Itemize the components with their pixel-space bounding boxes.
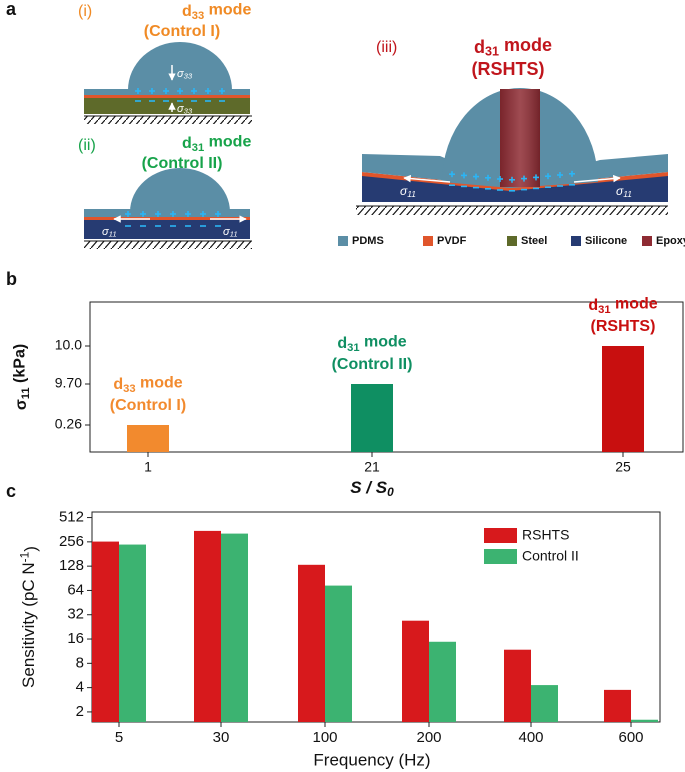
- x-tick-label: 600: [618, 729, 643, 746]
- mode: d31 mode: [474, 35, 552, 59]
- bar: [351, 384, 393, 452]
- hatch: [84, 116, 252, 124]
- stress-label: σ11: [223, 226, 238, 239]
- x-tick-label: 100: [312, 729, 337, 746]
- panel-label: b: [6, 269, 17, 289]
- tag: (iii): [376, 39, 397, 56]
- x-tick-label: 1: [144, 459, 152, 475]
- bar: [402, 620, 429, 722]
- y-axis-title: Sensitivity (pC N-1): [17, 546, 40, 688]
- material-legend: PDMS PVDF Steel Silicone Epoxy: [338, 235, 685, 247]
- mode: d33 mode: [182, 2, 251, 22]
- bar-label: d31 mode: [588, 296, 657, 316]
- bar-label: (RSHTS): [591, 318, 656, 335]
- x-tick-label: 21: [364, 459, 380, 475]
- bar-label: d31 mode: [337, 334, 406, 354]
- legend-swatch: [484, 549, 517, 564]
- legend-label: Silicone: [585, 235, 627, 247]
- legend-swatch: [571, 236, 581, 246]
- y-tick-label: 32: [67, 606, 84, 623]
- stress-label: σ11: [400, 184, 416, 199]
- bar-label: d33 mode: [113, 375, 182, 395]
- pvdf-layer: [84, 95, 250, 98]
- y-tick-label: 10.0: [55, 337, 82, 353]
- y-tick-label: 8: [76, 654, 84, 671]
- y-tick-label: 9.70: [55, 375, 82, 391]
- legend-swatch: [642, 236, 652, 246]
- arrow: [403, 174, 451, 183]
- legend-swatch: [423, 236, 433, 246]
- hatch: [84, 241, 252, 249]
- bar: [92, 541, 119, 722]
- pdms-dome: [128, 42, 232, 90]
- bar: [298, 564, 325, 722]
- sample: (Control I): [144, 23, 220, 40]
- y-tick-label: 256: [59, 533, 84, 550]
- legend-swatch: [338, 236, 348, 246]
- bar-label: (Control II): [332, 356, 413, 373]
- legend-label: Control II: [522, 548, 579, 564]
- y-tick-label: 512: [59, 509, 84, 526]
- sample: (RSHTS): [472, 59, 545, 79]
- hatch: [356, 206, 668, 215]
- y-tick-label: 4: [76, 679, 84, 696]
- x-tick-label: 30: [213, 729, 230, 746]
- bar: [221, 533, 248, 722]
- bar: [194, 530, 221, 722]
- x-tick-label: 400: [518, 729, 543, 746]
- bar: [119, 544, 146, 722]
- y-tick-label: 128: [59, 557, 84, 574]
- arrow: [573, 174, 621, 183]
- silicone-layer: [362, 175, 668, 202]
- legend-swatch: [507, 236, 517, 246]
- bar: [127, 425, 169, 452]
- diagram-i: (i) d33 mode (Control I) σ33 σ33: [78, 2, 252, 124]
- pdms-dome: [130, 168, 230, 212]
- bar: [631, 719, 658, 722]
- stress-label: σ33: [177, 103, 193, 116]
- steel-layer: [84, 97, 250, 114]
- bar: [504, 649, 531, 722]
- legend-label: PDMS: [352, 235, 384, 247]
- diagram-iii: (iii) d31 mode (RSHTS) σ11 σ11: [356, 35, 668, 215]
- bar: [602, 346, 644, 452]
- y-tick-label: 0.26: [55, 416, 82, 432]
- x-tick-label: 200: [416, 729, 441, 746]
- silicone-layer: [84, 219, 250, 239]
- legend-label: PVDF: [437, 235, 467, 247]
- y-axis-title: σ11 (kPa): [12, 344, 32, 410]
- legend-label: Epoxy: [656, 235, 685, 247]
- panel-label: c: [6, 481, 16, 501]
- legend-swatch: [484, 528, 517, 543]
- bar: [325, 585, 352, 722]
- legend-label: Steel: [521, 235, 547, 247]
- diagram-ii: (ii) d31 mode (Control II) σ11 σ11: [78, 134, 252, 249]
- bar: [604, 689, 631, 722]
- x-axis-title: Frequency (Hz): [313, 750, 430, 769]
- x-axis-title: S / S0: [350, 478, 394, 499]
- stress-label: σ11: [616, 184, 632, 199]
- legend-label: RSHTS: [522, 527, 569, 543]
- stress-label: σ11: [102, 226, 117, 239]
- pvdf-layer: [84, 217, 250, 220]
- panel-label: a: [6, 0, 17, 19]
- pdms-layer: [84, 209, 250, 217]
- bar-label: (Control I): [110, 397, 186, 414]
- x-tick-label: 25: [615, 459, 631, 475]
- y-tick-label: 2: [76, 703, 84, 720]
- tag: (ii): [78, 137, 96, 154]
- pdms-layer: [84, 89, 250, 95]
- bar: [531, 685, 558, 722]
- stress-label: σ33: [177, 68, 193, 81]
- tag: (i): [78, 3, 92, 20]
- plot-frame: [91, 511, 661, 723]
- epoxy-shade: [500, 89, 540, 187]
- bar: [429, 641, 456, 722]
- mode: d31 mode: [182, 134, 251, 154]
- x-tick-label: 5: [115, 729, 123, 746]
- y-tick-label: 64: [67, 581, 84, 598]
- sample: (Control II): [142, 155, 223, 172]
- y-tick-label: 16: [67, 630, 84, 647]
